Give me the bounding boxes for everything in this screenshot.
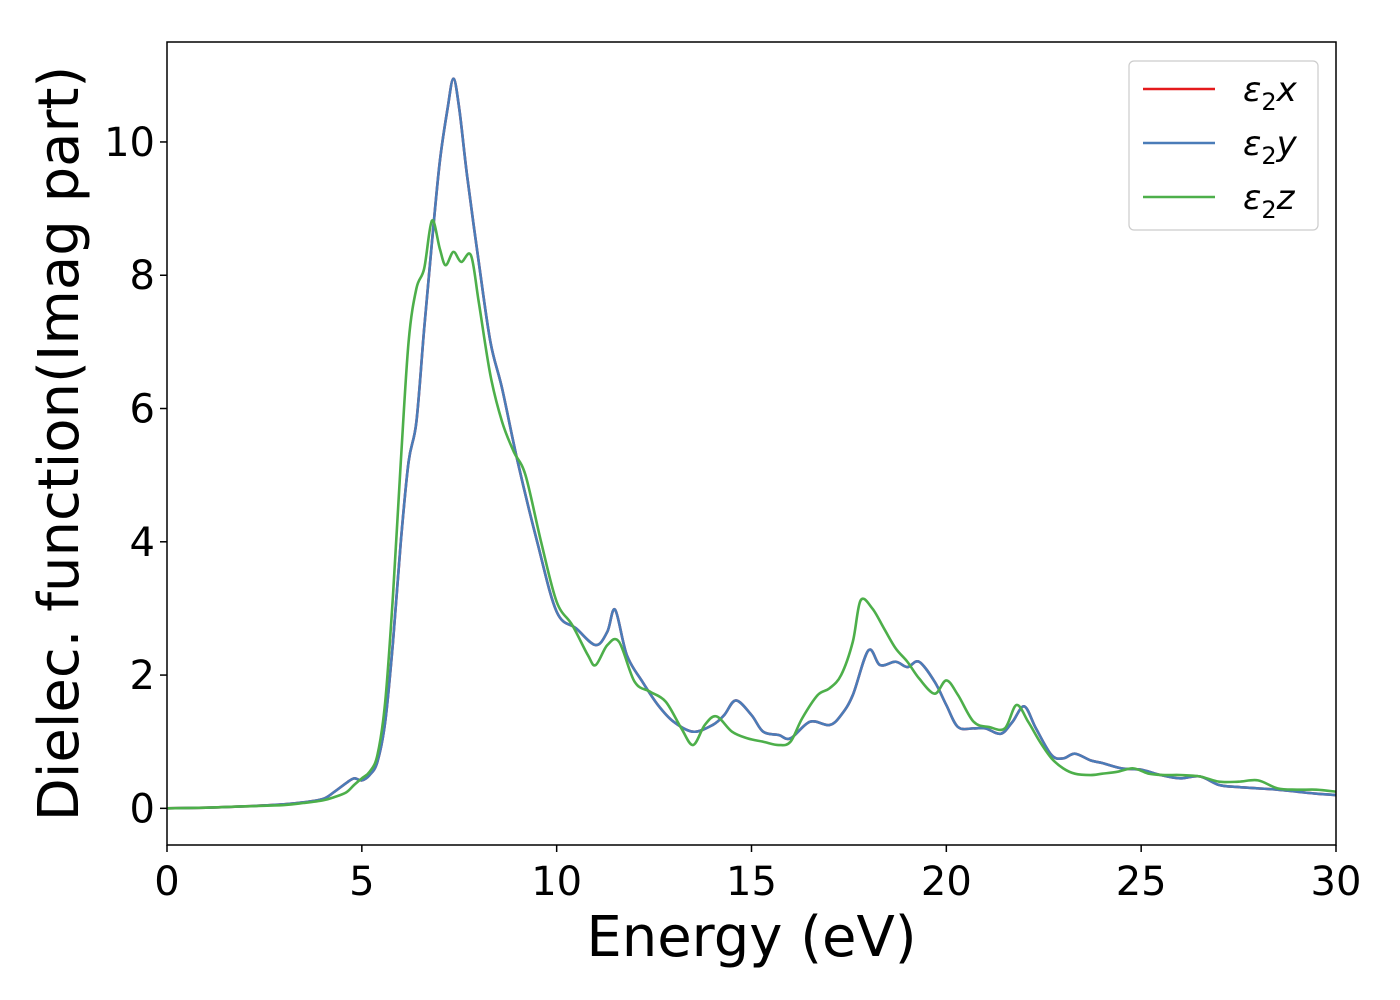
y-tick-label: 2 xyxy=(130,653,155,699)
y-tick-label: 10 xyxy=(104,120,155,166)
y-axis-title: Dielec. function(Imag part) xyxy=(27,66,92,822)
legend-variable: y xyxy=(1276,124,1298,164)
y-tick-label: 8 xyxy=(130,253,155,299)
legend-label-x: ε2x xyxy=(1243,70,1298,116)
series-layer xyxy=(167,77,1336,810)
legend-subscript: 2 xyxy=(1261,88,1276,116)
legend-symbol: ε xyxy=(1243,70,1261,110)
y-tick-label: 0 xyxy=(130,786,155,832)
legend-label-z: ε2z xyxy=(1243,178,1296,224)
legend-subscript: 2 xyxy=(1261,142,1276,170)
x-tick-label: 10 xyxy=(531,859,582,905)
x-tick-label: 5 xyxy=(349,859,374,905)
y-tick-label: 6 xyxy=(130,387,155,433)
x-tick-label: 15 xyxy=(726,859,777,905)
legend-symbol: ε xyxy=(1243,178,1261,218)
legend-subscript: 2 xyxy=(1261,196,1276,224)
legend-variable: x xyxy=(1276,70,1298,110)
legend-box xyxy=(1128,60,1319,231)
x-axis: 0 5 10 15 20 25 30 xyxy=(154,845,1361,905)
x-tick-label: 30 xyxy=(1311,859,1362,905)
x-tick-label: 25 xyxy=(1116,859,1167,905)
y-tick-label: 4 xyxy=(130,520,155,566)
y-axis: 0 2 4 6 8 10 xyxy=(104,120,167,832)
legend-symbol: ε xyxy=(1243,124,1261,164)
series-line-z xyxy=(167,219,1336,810)
x-tick-label: 0 xyxy=(154,859,179,905)
series-line-y xyxy=(167,77,1336,810)
legend-variable: z xyxy=(1276,178,1296,218)
legend-label-y: ε2y xyxy=(1243,124,1298,170)
x-tick-label: 20 xyxy=(921,859,972,905)
x-axis-title: Energy (eV) xyxy=(586,905,916,970)
